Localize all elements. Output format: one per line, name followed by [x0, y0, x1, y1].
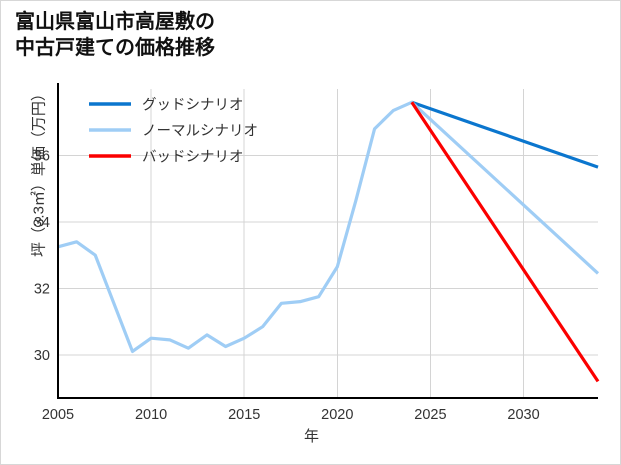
chart-title: 富山県富山市高屋敷の 中古戸建ての価格推移	[15, 11, 215, 60]
legend-label-3: バッドシナリオ	[142, 150, 244, 166]
y-tick-label: 32	[34, 281, 50, 297]
x-tick-label: 2025	[414, 407, 446, 423]
x-tick-label: 2015	[228, 407, 260, 423]
y-tick-label: 30	[34, 348, 50, 364]
axis-tick-labels: 30 32 34 36 2005 2010 2015 2020 2025 2030	[34, 148, 540, 423]
legend-label-1: グッドシナリオ	[142, 97, 244, 114]
series-line-3	[410, 101, 600, 383]
x-tick-label: 2030	[507, 407, 539, 423]
gridlines	[57, 89, 598, 398]
x-axis-label: 年	[303, 428, 319, 445]
series-line-1	[411, 100, 599, 169]
axis-spines	[56, 83, 598, 400]
y-tick-label: 34	[34, 215, 50, 231]
y-tick-label: 36	[34, 148, 50, 164]
series-line-2	[57, 100, 600, 354]
x-tick-label: 2020	[321, 407, 353, 423]
x-tick-label: 2010	[135, 407, 167, 423]
x-tick-label: 2005	[42, 407, 74, 423]
legend-label-2: ノーマルシナリオ	[142, 124, 258, 140]
data-series-group	[57, 100, 600, 383]
